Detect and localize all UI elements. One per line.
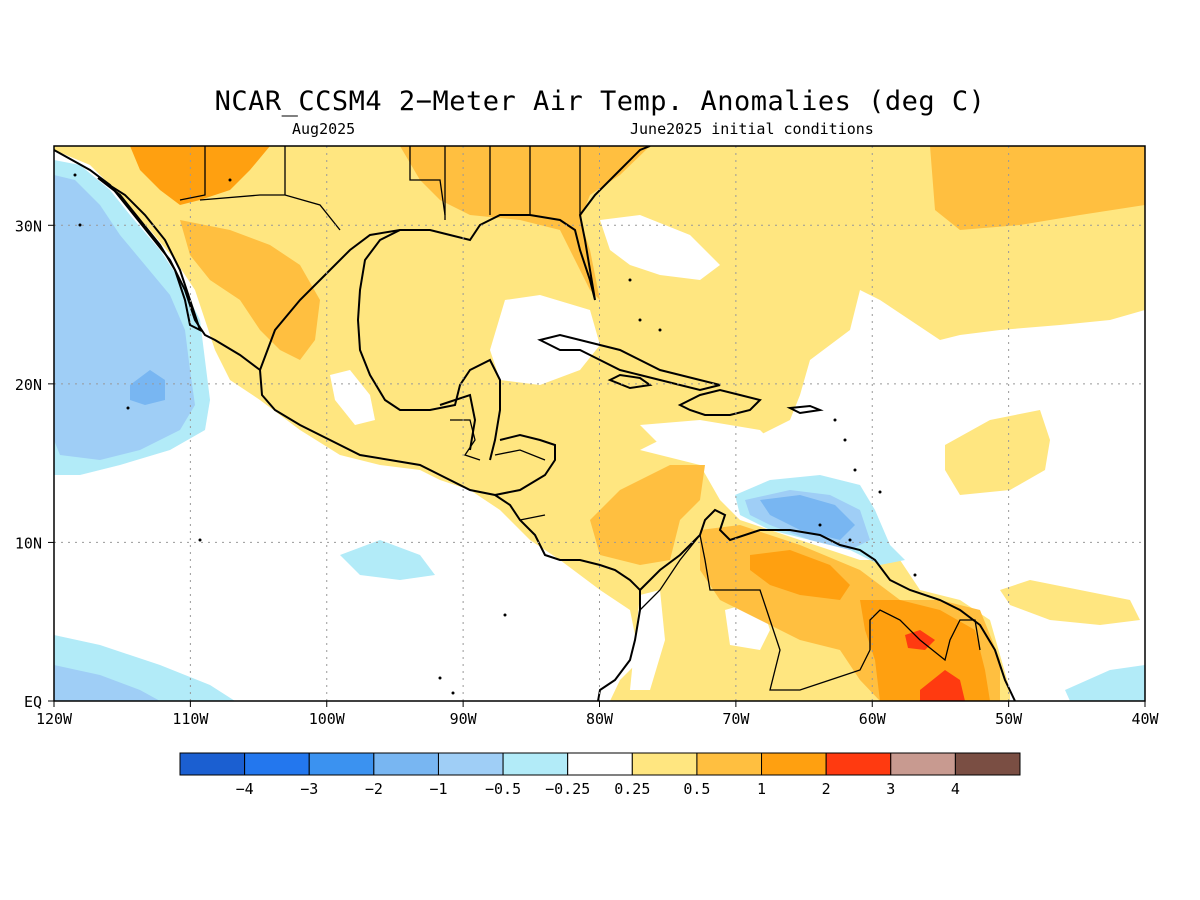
lon-label: 120W xyxy=(36,710,73,728)
lon-label: 60W xyxy=(859,710,887,728)
valid-month-label: Aug2025 xyxy=(292,120,356,138)
colorbar: −4 −3 −2 −1 −0.5 −0.25 0.25 0.5 1 2 3 4 xyxy=(179,752,1021,798)
colorbar-swatch xyxy=(437,752,504,776)
colorbar-label: −0.25 xyxy=(545,780,590,798)
island-dots xyxy=(73,173,917,695)
lat-label: 10N xyxy=(15,534,42,552)
colorbar-label: 2 xyxy=(822,780,831,798)
colorbar-swatch xyxy=(567,752,633,776)
colorbar-swatch xyxy=(502,752,569,776)
colorbar-swatch xyxy=(244,752,310,776)
lon-label: 70W xyxy=(722,710,750,728)
initial-conditions-label: June2025 initial conditions xyxy=(630,120,874,138)
lon-label: 90W xyxy=(450,710,478,728)
colorbar-swatch xyxy=(373,752,439,776)
colorbar-label: −1 xyxy=(429,780,447,798)
chart-title: NCAR_CCSM4 2−Meter Air Temp. Anomalies (… xyxy=(214,86,986,117)
axis-labels: 120W 110W 100W 90W 80W 70W 60W 50W 40W EQ 10N 20N 30… xyxy=(15,217,1160,728)
colorbar-label: −2 xyxy=(365,780,383,798)
lon-label: 80W xyxy=(586,710,614,728)
colorbar-swatch xyxy=(890,752,956,776)
coastlines xyxy=(54,146,1016,701)
lat-label: 30N xyxy=(15,217,42,235)
colorbar-label: 0.25 xyxy=(614,780,650,798)
colorbar-swatch xyxy=(179,752,246,776)
grid-lines xyxy=(54,146,1145,701)
colorbar-label: 4 xyxy=(951,780,960,798)
anomaly-field xyxy=(54,146,1145,701)
colorbar-swatch xyxy=(631,752,698,776)
lat-label: EQ xyxy=(24,693,42,711)
lon-label: 50W xyxy=(995,710,1023,728)
lon-label: 110W xyxy=(172,710,209,728)
colorbar-swatch xyxy=(696,752,763,776)
lon-label: 100W xyxy=(309,710,346,728)
colorbar-swatch xyxy=(761,752,827,776)
colorbar-swatch xyxy=(308,752,375,776)
country-borders xyxy=(179,146,981,691)
lon-label: 40W xyxy=(1131,710,1159,728)
colorbar-label: −4 xyxy=(236,780,254,798)
colorbar-label: 1 xyxy=(757,780,766,798)
lat-label: 20N xyxy=(15,376,42,394)
colorbar-swatch xyxy=(954,752,1021,776)
colorbar-swatch xyxy=(825,752,892,776)
colorbar-label: 3 xyxy=(886,780,895,798)
colorbar-label: −3 xyxy=(300,780,318,798)
colorbar-label: 0.5 xyxy=(683,780,710,798)
colorbar-label: −0.5 xyxy=(485,780,521,798)
